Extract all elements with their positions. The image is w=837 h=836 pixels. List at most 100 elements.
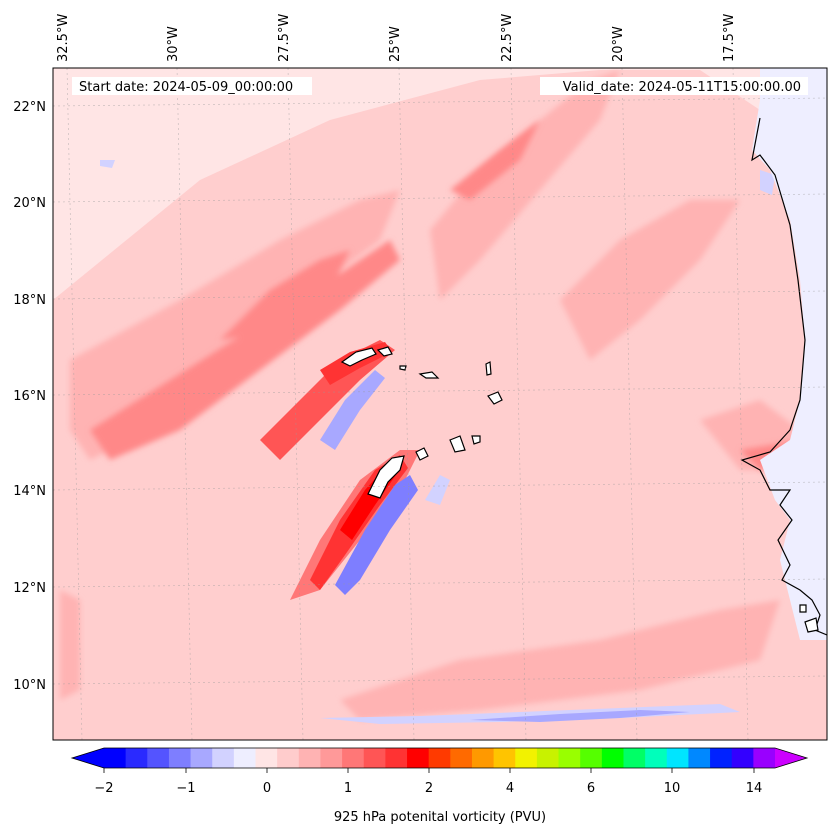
- island-sao-nicolau: [418, 371, 440, 379]
- island-sal: [485, 361, 492, 376]
- colorbar-cell: [168, 748, 192, 768]
- pv-negative-bands: [100, 160, 775, 724]
- valid-date-box: [540, 77, 808, 95]
- colorbar-tick-label: −2: [94, 781, 113, 796]
- longitude-labels: 32.5°W 30°W 27.5°W 25°W 22.5°W 20°W 17.5…: [56, 14, 737, 62]
- colorbar-cell: [515, 748, 538, 768]
- colorbar-cell: [493, 748, 516, 768]
- meridian-line: [510, 68, 527, 740]
- map-panel: [53, 68, 827, 740]
- map-gridlines: [53, 68, 827, 740]
- colorbar-cell: [601, 748, 624, 768]
- colorbar-cell: [147, 748, 170, 768]
- parallel-line: [53, 290, 827, 300]
- lat-label: 22°N: [13, 100, 46, 115]
- lat-label: 16°N: [13, 389, 46, 404]
- colorbar-cell: [580, 748, 603, 768]
- colorbar-cell: [623, 748, 646, 768]
- colorbar-cell: [233, 748, 257, 768]
- start-date-box: [72, 77, 312, 95]
- parallel-line: [53, 675, 827, 685]
- colorbar-cell: [753, 748, 776, 768]
- island-bijagos: [804, 617, 819, 633]
- island-brava: [471, 435, 481, 445]
- colorbar-cell: [255, 748, 278, 768]
- cape-verde-islands: [340, 346, 819, 633]
- africa-coastline: [740, 117, 827, 636]
- colorbar-cell: [666, 748, 689, 768]
- meridian-line: [398, 68, 415, 740]
- colorbar-cells: [104, 748, 776, 768]
- colorbar-tick-label: 2: [425, 781, 433, 796]
- colorbar-cell: [363, 748, 386, 768]
- colorbar-cell: [104, 748, 127, 768]
- lat-label: 12°N: [13, 581, 46, 596]
- colorbar-cell: [385, 748, 408, 768]
- colorbar-cell: [710, 748, 733, 768]
- colorbar: −2 −1 0 1 2 4 6 10 14 925 hPa potenital vorticit…: [70, 747, 809, 825]
- colorbar-under-arrow: [72, 748, 104, 768]
- parallel-line: [53, 481, 827, 491]
- meridian-line: [732, 68, 749, 740]
- africa-land: [752, 68, 827, 640]
- parallel-line: [53, 578, 827, 588]
- colorbar-cell: [645, 748, 668, 768]
- valid-date-text: Valid_date: 2024-05-11T15:00:00.00: [563, 80, 801, 95]
- meridian-line: [287, 68, 304, 740]
- island-santiago-west: [367, 455, 405, 499]
- island-dakar-west: [799, 604, 807, 613]
- colorbar-tick-label: −1: [176, 781, 195, 796]
- colorbar-cell: [731, 748, 754, 768]
- colorbar-cell: [125, 748, 148, 768]
- colorbar-cell: [190, 748, 213, 768]
- meridian-line: [66, 68, 83, 740]
- colorbar-label: 925 hPa potenital vorticity (PVU): [334, 810, 546, 825]
- parallel-line: [53, 386, 827, 396]
- lat-label: 20°N: [13, 196, 46, 211]
- island-santo-antao: [340, 347, 377, 367]
- colorbar-ticks: −2 −1 0 1 2 4 6 10 14: [94, 768, 762, 796]
- meridian-line: [176, 68, 193, 740]
- colorbar-tick-label: 4: [506, 781, 514, 796]
- meridian-line: [621, 68, 638, 740]
- colorbar-over-arrow: [775, 748, 807, 768]
- lon-label: 20°W: [611, 26, 626, 62]
- colorbar-cell: [471, 748, 495, 768]
- island-fogo: [415, 447, 429, 461]
- colorbar-cell: [558, 748, 581, 768]
- latitude-labels: 22°N 20°N 18°N 16°N 14°N 12°N 10°N: [13, 100, 46, 693]
- parallel-line: [53, 97, 827, 107]
- colorbar-tick-label: 10: [664, 781, 681, 796]
- lat-label: 14°N: [13, 484, 46, 499]
- parallel-line: [53, 193, 827, 203]
- colorbar-cell: [536, 748, 560, 768]
- lon-label: 30°W: [166, 26, 181, 62]
- lat-label: 10°N: [13, 678, 46, 693]
- colorbar-cell: [428, 748, 451, 768]
- lon-label: 22.5°W: [500, 14, 515, 62]
- island-santa-luzia: [399, 365, 407, 371]
- lon-label: 25°W: [388, 26, 403, 62]
- colorbar-cell: [212, 748, 235, 768]
- lat-label: 18°N: [13, 293, 46, 308]
- colorbar-cell: [320, 748, 343, 768]
- colorbar-cell: [688, 748, 711, 768]
- colorbar-cell: [342, 748, 365, 768]
- start-date-text: Start date: 2024-05-09_00:00:00: [79, 80, 293, 95]
- lon-label: 27.5°W: [277, 14, 292, 62]
- island-sao-vicente: [376, 346, 393, 357]
- lon-label: 17.5°W: [722, 14, 737, 62]
- map-frame: [52, 67, 828, 741]
- lon-label: 32.5°W: [56, 14, 71, 62]
- colorbar-cell: [407, 748, 430, 768]
- colorbar-cell: [298, 748, 321, 768]
- colorbar-tick-label: 14: [746, 781, 763, 796]
- colorbar-tick-label: 0: [263, 781, 271, 796]
- colorbar-cell: [450, 748, 473, 768]
- colorbar-tick-label: 1: [344, 781, 352, 796]
- island-maio: [449, 435, 466, 453]
- colorbar-tick-label: 6: [587, 781, 595, 796]
- island-boa-vista: [487, 391, 503, 405]
- colorbar-cell: [277, 748, 300, 768]
